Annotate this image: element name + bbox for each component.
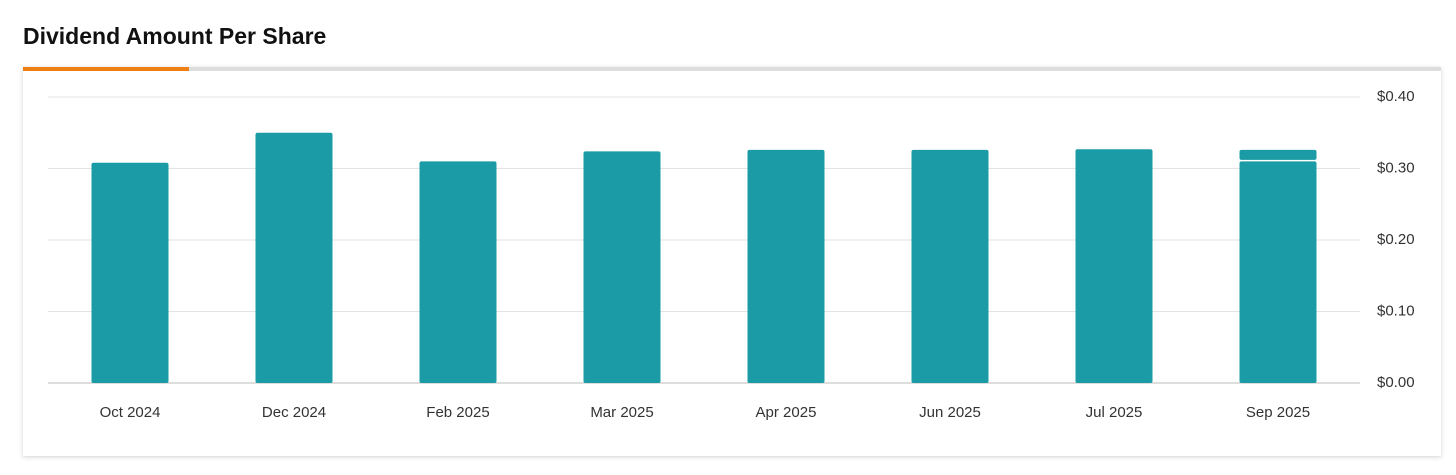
x-tick-label: Jul 2025: [1086, 404, 1143, 421]
bar: [255, 132, 333, 383]
tab-indicator: [23, 67, 189, 71]
y-tick-label: $0.00: [1377, 374, 1415, 391]
bar: [1075, 149, 1153, 383]
bar: [419, 161, 497, 383]
x-tick-label: Oct 2024: [100, 404, 161, 421]
bar: [91, 162, 169, 383]
bar: [747, 149, 825, 383]
x-tick-label: Jun 2025: [919, 404, 981, 421]
bar: [1239, 161, 1317, 383]
x-tick-label: Feb 2025: [426, 404, 489, 421]
bar: [1239, 149, 1317, 160]
bar: [583, 151, 661, 383]
x-tick-label: Apr 2025: [756, 404, 817, 421]
y-tick-label: $0.20: [1377, 231, 1415, 248]
x-tick-label: Dec 2024: [262, 404, 326, 421]
y-tick-label: $0.30: [1377, 159, 1415, 176]
x-tick-label: Mar 2025: [590, 404, 653, 421]
bar: [911, 149, 989, 383]
y-tick-label: $0.40: [1377, 88, 1415, 105]
y-tick-label: $0.10: [1377, 302, 1415, 319]
chart-title: Dividend Amount Per Share: [23, 23, 326, 49]
x-tick-label: Sep 2025: [1246, 404, 1310, 421]
card: [23, 67, 1441, 456]
tab-track: [23, 67, 1441, 71]
